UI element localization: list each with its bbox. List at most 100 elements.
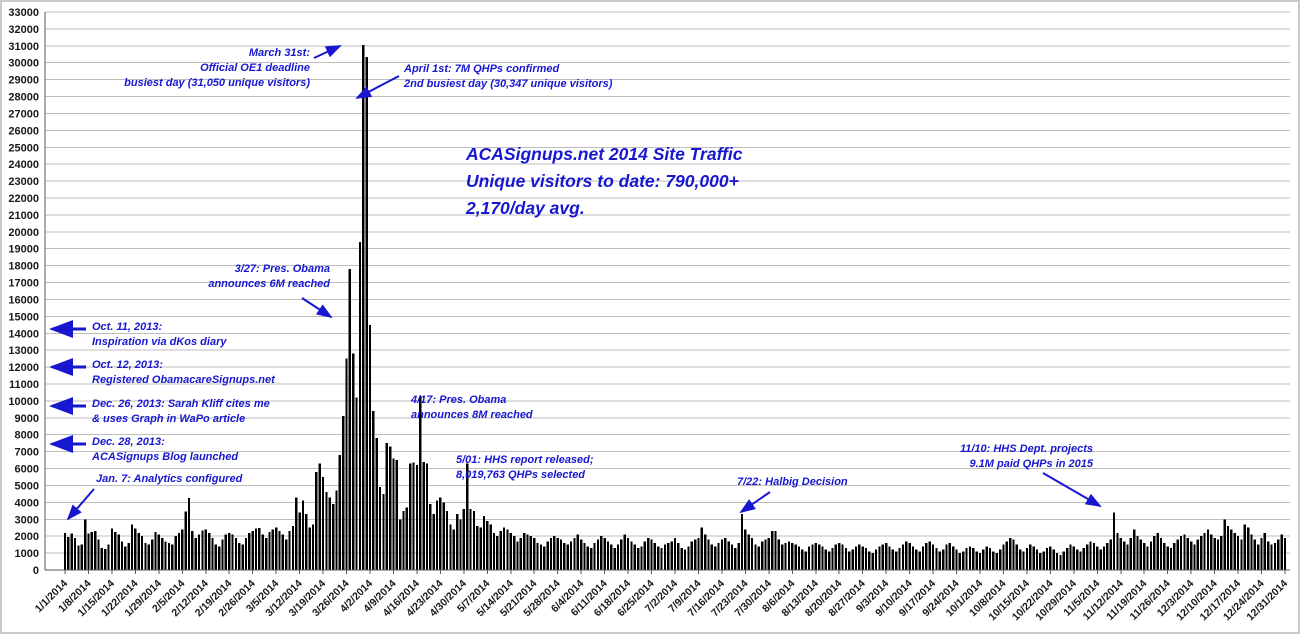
bar: [1206, 529, 1210, 570]
bar: [623, 534, 626, 570]
bar: [345, 358, 348, 570]
bar: [673, 537, 677, 570]
bar: [1062, 551, 1065, 570]
bar: [620, 539, 623, 570]
bar: [516, 541, 519, 570]
bar: [791, 542, 794, 570]
bar: [124, 546, 127, 570]
bar: [1022, 551, 1025, 570]
bar: [435, 500, 439, 570]
bar: [482, 515, 486, 570]
bar: [415, 465, 419, 570]
bar: [1143, 542, 1146, 570]
bar: [191, 531, 194, 570]
bar: [512, 536, 516, 570]
bar: [1200, 536, 1203, 570]
oct11-annotation: Oct. 11, 2013: Inspiration via dKos diary: [92, 321, 227, 348]
bar: [228, 532, 231, 570]
bar: [1277, 539, 1280, 570]
bar: [271, 529, 274, 570]
bar: [392, 458, 395, 570]
bar: [218, 546, 221, 570]
bar: [526, 534, 529, 570]
bar: [948, 542, 951, 570]
bar: [94, 531, 97, 570]
bar: [801, 549, 804, 570]
bar: [1176, 539, 1179, 570]
bar: [1183, 534, 1186, 570]
bar: [207, 532, 211, 570]
bar: [690, 541, 693, 570]
bar: [543, 546, 546, 570]
bar: [576, 534, 579, 570]
bar: [657, 546, 660, 570]
bar: [710, 544, 714, 570]
bar: [194, 537, 197, 570]
bar: [781, 544, 784, 570]
hhs-nov-annotation: 11/10: HHS Dept. projects 9.1M paid QHPs …: [960, 443, 1094, 470]
bar: [275, 527, 278, 570]
bar: [378, 487, 382, 570]
bar: [992, 551, 995, 570]
bar: [496, 536, 499, 570]
bar: [144, 542, 147, 570]
axis-labels: 0 1000 2000 3000 4000 5000 6000 7000 8000 9000 100…: [8, 7, 1290, 623]
bar: [677, 542, 680, 570]
bar: [626, 537, 630, 570]
bar: [127, 542, 130, 570]
bar: [301, 500, 305, 570]
bar: [945, 544, 948, 570]
bar: [1280, 534, 1283, 570]
bar: [546, 541, 549, 570]
bar: [1186, 537, 1189, 570]
bar: [630, 541, 633, 570]
march31-annotation-arrow: [313, 45, 342, 59]
bar: [995, 553, 998, 570]
bar: [1139, 539, 1143, 570]
bar: [1096, 546, 1099, 570]
bar: [402, 510, 405, 570]
bar: [107, 544, 110, 570]
bar: [952, 546, 955, 570]
bar: [1193, 544, 1196, 570]
bar: [680, 548, 683, 570]
bar: [295, 497, 298, 570]
y-axis-tick-label: 8000: [15, 430, 39, 442]
bar: [211, 537, 214, 570]
bar: [409, 463, 412, 570]
bar: [1156, 532, 1159, 570]
bar: [362, 44, 365, 571]
bar: [1106, 542, 1109, 570]
bar: [593, 542, 596, 570]
bar: [962, 551, 965, 570]
bar: [221, 539, 224, 570]
bar: [171, 544, 174, 570]
bar: [224, 534, 228, 570]
y-axis-tick-label: 27000: [8, 108, 39, 120]
bar: [750, 537, 754, 570]
bar: [714, 546, 717, 570]
bar: [70, 533, 73, 570]
bar: [201, 530, 204, 570]
bar: [881, 544, 884, 570]
bar: [114, 531, 117, 570]
hhs-may-annotation: 5/01: HHS report released; 8,019,763 QHPs…: [456, 454, 594, 481]
bar: [502, 527, 506, 570]
bar: [998, 549, 1002, 570]
bar: [1146, 546, 1149, 570]
bar: [610, 544, 613, 570]
bar: [1243, 524, 1246, 570]
bar: [419, 396, 422, 570]
bar: [197, 534, 201, 570]
bar: [83, 519, 87, 570]
y-axis-tick-label: 18000: [8, 261, 39, 273]
obama-6m-annotation: 3/27: Pres. Obama announces 6M reached: [208, 263, 330, 290]
bar: [1189, 541, 1193, 570]
bar: [1045, 548, 1049, 570]
bar: [905, 541, 908, 570]
bar: [281, 534, 284, 570]
bar: [117, 534, 120, 570]
bar: [858, 544, 861, 570]
bar: [975, 551, 978, 570]
